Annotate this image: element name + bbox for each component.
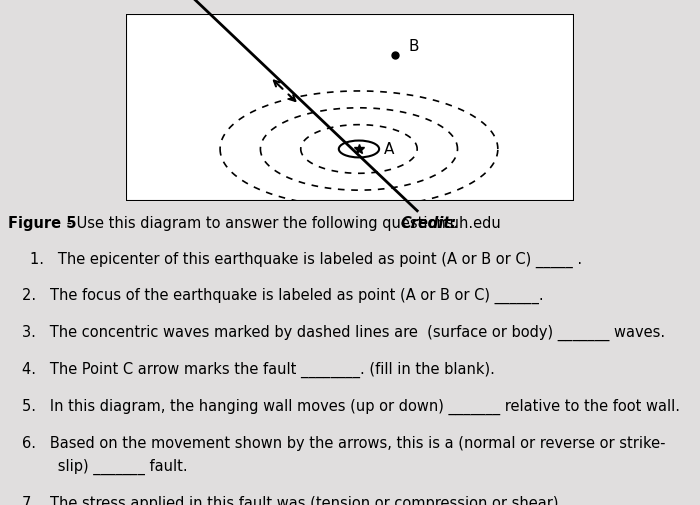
- Text: 6.   Based on the movement shown by the arrows, this is a (normal or reverse or : 6. Based on the movement shown by the ar…: [22, 435, 666, 450]
- Text: 1.   The epicenter of this earthquake is labeled as point (A or B or C) _____ .: 1. The epicenter of this earthquake is l…: [30, 251, 582, 267]
- Text: Credit:: Credit:: [400, 216, 456, 231]
- Text: 2.   The focus of the earthquake is labeled as point (A or B or C) ______.: 2. The focus of the earthquake is labele…: [22, 288, 544, 304]
- Text: B: B: [408, 39, 419, 55]
- Text: uh.edu: uh.edu: [445, 216, 500, 231]
- Text: C: C: [0, 504, 1, 505]
- FancyBboxPatch shape: [126, 15, 574, 202]
- Text: slip) _______ fault.: slip) _______ fault.: [30, 458, 188, 474]
- Text: - Use this diagram to answer the following questions.: - Use this diagram to answer the followi…: [62, 216, 463, 231]
- Text: 5.   In this diagram, the hanging wall moves (up or down) _______ relative to th: 5. In this diagram, the hanging wall mov…: [22, 398, 680, 415]
- Text: 4.   The Point C arrow marks the fault ________. (fill in the blank).: 4. The Point C arrow marks the fault ___…: [22, 362, 495, 378]
- Text: Figure 5: Figure 5: [8, 216, 76, 231]
- Text: 7.   The stress applied in this fault was (tension or compression or shear) ____: 7. The stress applied in this fault was …: [22, 495, 622, 505]
- Text: 3.   The concentric waves marked by dashed lines are  (surface or body) _______ : 3. The concentric waves marked by dashed…: [22, 325, 665, 341]
- Text: A: A: [384, 142, 394, 157]
